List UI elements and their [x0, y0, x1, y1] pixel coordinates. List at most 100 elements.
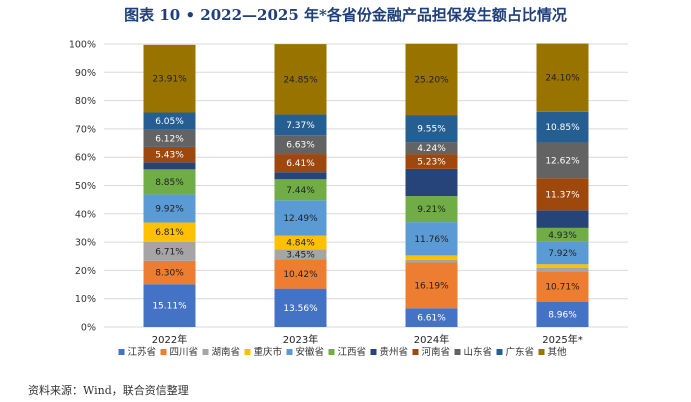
- data-label: 10.85%: [545, 123, 580, 133]
- legend-swatch: [538, 349, 545, 355]
- bar-segment: [274, 249, 327, 260]
- bar-segment: [405, 222, 458, 256]
- legend-swatch: [244, 349, 251, 355]
- data-label: 8.96%: [548, 310, 577, 320]
- bar-segment: [143, 169, 196, 195]
- data-label: 9.92%: [155, 204, 184, 214]
- bar-segment: [536, 210, 589, 228]
- x-axis-categories: 2022年 2023年 2024年 2025年*: [152, 333, 583, 346]
- y-tick-label: 20%: [75, 266, 96, 277]
- x-category-label: 2022年: [152, 333, 187, 346]
- data-label: 4.84%: [286, 239, 315, 249]
- legend-swatch: [202, 349, 209, 355]
- y-tick-label: 70%: [75, 124, 96, 135]
- bar-segment: [143, 260, 196, 285]
- bar-segment: [274, 135, 327, 155]
- data-label: 8.85%: [155, 178, 184, 188]
- legend-label: 江西省: [338, 346, 367, 358]
- bar-segment: [143, 222, 196, 242]
- legend-label: 贵州省: [380, 346, 409, 358]
- data-label: 6.63%: [286, 141, 315, 151]
- bar-segment: [274, 288, 327, 327]
- source-note: 资料来源：Wind，联合资信整理: [28, 384, 189, 397]
- bar-segment: [536, 227, 589, 242]
- legend: 江苏省 四川省 湖南省 重庆市 安徽省 江西省 贵州省 河南省 山东省 广东省 其他: [118, 346, 568, 358]
- bar-segment: [405, 262, 458, 309]
- bar-segment: [536, 178, 589, 211]
- data-label: 23.91%: [152, 75, 187, 85]
- data-label: 6.81%: [155, 228, 184, 238]
- data-label: 12.49%: [283, 214, 318, 224]
- y-tick-label: 90%: [75, 68, 96, 79]
- data-label: 24.10%: [545, 74, 580, 84]
- data-label: 4.24%: [417, 144, 446, 154]
- legend-swatch: [454, 349, 461, 355]
- bar-segment: [143, 241, 196, 261]
- x-category-label: 2025年*: [542, 333, 582, 346]
- y-tick-label: 0%: [81, 323, 96, 334]
- y-tick-label: 30%: [75, 238, 96, 249]
- bar-segment: [405, 115, 458, 143]
- legend-swatch: [496, 349, 503, 355]
- data-label: 6.41%: [286, 159, 315, 169]
- data-label: 6.12%: [155, 134, 184, 144]
- data-label: 11.76%: [414, 235, 449, 245]
- x-category-label: 2024年: [414, 333, 449, 346]
- bar-segment: [143, 162, 196, 170]
- data-label: 7.44%: [286, 186, 315, 196]
- y-tick-label: 100%: [69, 40, 96, 51]
- data-label: 12.62%: [545, 156, 580, 166]
- segment-labels: 15.11% 8.30% 6.71% 6.81% 9.92% 8.85% 5.43% 6.12…: [152, 74, 580, 324]
- data-label: 3.45%: [286, 250, 315, 260]
- bar-segment: [274, 154, 327, 173]
- legend-label: 其他: [548, 346, 568, 358]
- legend-label: 江苏省: [128, 346, 157, 358]
- data-label: 24.85%: [283, 75, 318, 85]
- data-label: 6.61%: [417, 314, 446, 324]
- data-label: 4.93%: [548, 231, 577, 241]
- y-tick-label: 60%: [75, 153, 96, 164]
- bar-segment: [274, 200, 327, 236]
- y-tick-label: 10%: [75, 294, 96, 305]
- bar-segment: [536, 241, 589, 265]
- bar-segment: [274, 259, 327, 289]
- data-label: 7.92%: [548, 249, 577, 259]
- x-category-label: 2023年: [283, 333, 318, 346]
- bar-segment: [536, 142, 589, 179]
- data-label: 5.43%: [155, 151, 184, 161]
- data-label: 15.11%: [152, 302, 187, 312]
- data-label: 9.21%: [417, 205, 446, 215]
- legend-swatch: [286, 349, 293, 355]
- y-tick-label: 80%: [75, 96, 96, 107]
- bar-segment: [536, 301, 589, 327]
- legend-label: 安徽省: [296, 346, 325, 358]
- bar-segment: [536, 264, 589, 268]
- data-label: 13.56%: [283, 304, 318, 314]
- bar-segment: [143, 129, 196, 147]
- data-label: 11.37%: [545, 190, 580, 200]
- bar-segment: [536, 43, 589, 112]
- legend-label: 山东省: [464, 346, 493, 358]
- data-label: 9.55%: [417, 125, 446, 135]
- bar-segment: [143, 44, 196, 113]
- legend-swatch: [412, 349, 419, 355]
- legend-label: 湖南省: [212, 346, 241, 358]
- legend-label: 重庆市: [254, 346, 283, 358]
- legend-swatch: [370, 349, 377, 355]
- bar-segment: [536, 111, 589, 143]
- bar-segment: [274, 235, 327, 250]
- bar-segment: [536, 271, 589, 302]
- legend-swatch: [328, 349, 335, 355]
- bars: [143, 43, 589, 327]
- y-tick-label: 50%: [75, 181, 96, 192]
- bar-segment: [274, 114, 327, 136]
- legend-label: 四川省: [170, 346, 199, 358]
- y-tick-label: 40%: [75, 209, 96, 220]
- data-label: 5.23%: [417, 157, 446, 167]
- legend-swatch: [160, 349, 167, 355]
- bar-segment: [405, 43, 458, 116]
- data-label: 7.37%: [286, 121, 315, 131]
- data-label: 25.20%: [414, 75, 449, 85]
- data-label: 6.71%: [155, 247, 184, 257]
